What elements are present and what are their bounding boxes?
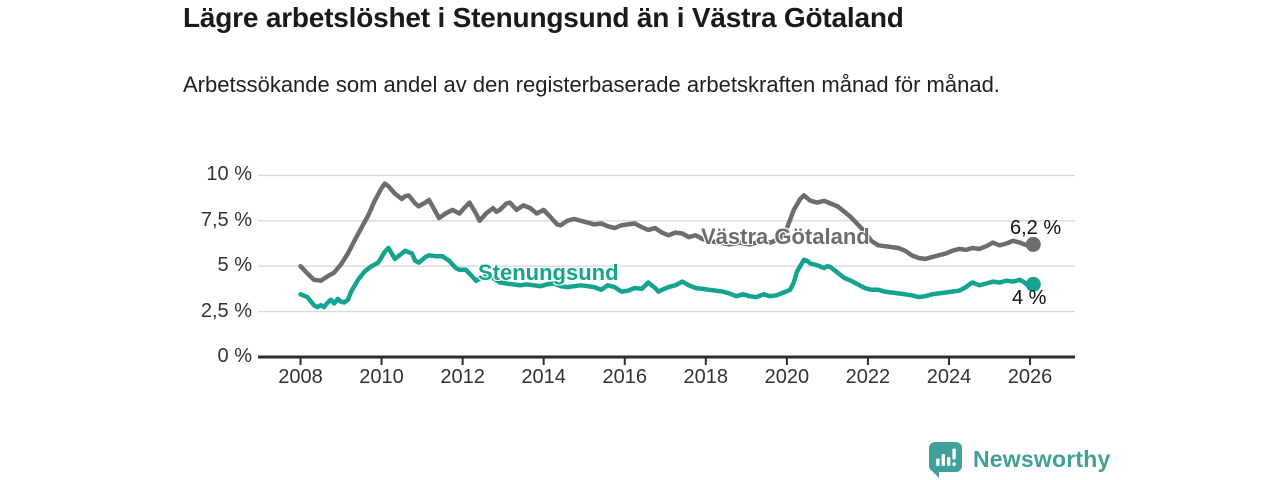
y-axis-label: 10 % [206,163,252,186]
series-label-vastra-gotaland: Västra Götaland [701,224,870,249]
newsworthy-logo[interactable]: Newsworthy [928,441,1110,478]
x-axis-label: 2010 [359,366,404,388]
x-axis-label: 2024 [926,366,972,388]
x-axis-label: 2014 [521,366,566,388]
x-axis-label: 2008 [278,366,323,388]
series-line-stenungsund [298,245,1036,310]
y-axis-label: 2,5 % [200,299,252,322]
end-value-label-stenungsund: 4 % [1012,287,1047,309]
x-axis-label: 2022 [845,366,891,388]
x-axis-label: 2020 [764,366,810,388]
x-axis-label: 2012 [440,366,485,388]
series-line-v-stra-g-taland [298,181,1036,283]
series-endpoint-dot-v-stra-g-taland [1025,236,1041,252]
page-title: Lägre arbetslöshet i Stenungsund än i Vä… [183,2,904,33]
y-axis-label: 5 % [217,254,252,277]
series-endpoint-dot-stenungsund [1025,276,1041,292]
series-label-stenungsund: Stenungsund [478,260,619,285]
end-value-label-vastra-gotaland: 6,2 % [1010,217,1062,239]
y-axis-label: 0 % [217,345,252,367]
newsworthy-wordmark: Newsworthy [973,446,1111,472]
y-axis-label: 7,5 % [200,208,252,231]
chart-subtitle: Arbetssökande som andel av den registerb… [183,72,1000,97]
bar-chart-bubble-icon [928,441,963,478]
x-axis-label: 2026 [1007,366,1053,388]
x-axis-label: 2018 [683,366,729,388]
x-axis-label: 2016 [602,366,647,388]
